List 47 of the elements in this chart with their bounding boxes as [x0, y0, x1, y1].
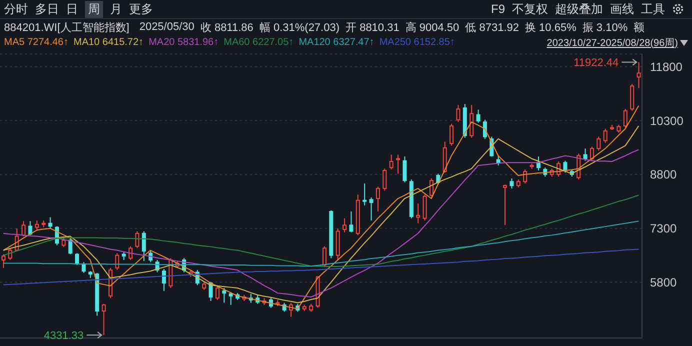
- candlestick: [349, 210, 354, 233]
- y-tick-label: 5800: [650, 276, 678, 290]
- text: 2025/05/30: [139, 21, 194, 33]
- text: 工具: [641, 0, 665, 18]
- text: 振 3.10%: [582, 20, 628, 34]
- text: 月: [110, 0, 122, 18]
- text: 多日: [35, 0, 59, 18]
- text: 2023/10/27-2025/08/28(96周): [546, 36, 678, 50]
- line-series: [2, 248, 640, 286]
- text: 6152.85↑: [414, 37, 455, 48]
- text: 高 9004.50: [405, 20, 460, 34]
- text: 不复权: [512, 0, 548, 18]
- text: 收 8811.86: [200, 20, 254, 34]
- annotation: 4331.33: [44, 330, 84, 342]
- text: 低 8731.92: [465, 20, 519, 34]
- text: MA60: [224, 37, 250, 48]
- line-series: [2, 194, 640, 267]
- text: MA10: [74, 37, 100, 48]
- text: 换 10.65%: [525, 20, 576, 34]
- text: 6415.72↑: [102, 37, 144, 48]
- text: 6327.47↑: [333, 37, 374, 48]
- chart-title: 884201.WI[人工智能指数]: [4, 20, 130, 34]
- y-tick-label: 10300: [650, 114, 684, 128]
- text: 7274.46↑: [27, 37, 68, 48]
- text: 日: [66, 0, 78, 18]
- y-tick-label: 7300: [650, 222, 678, 236]
- text: 额: [634, 20, 645, 34]
- y-tick-label: 11800: [650, 60, 683, 74]
- text: 分时: [4, 0, 28, 18]
- y-tick-label: 8800: [650, 168, 678, 182]
- text: MA120: [298, 37, 330, 48]
- text: 超级叠加: [555, 0, 603, 18]
- text: 开 8810.31: [346, 20, 400, 34]
- text: MA20: [148, 37, 175, 48]
- text: 周: [85, 0, 103, 18]
- candlestick: [416, 203, 420, 224]
- text: 画线: [610, 0, 634, 18]
- candlestick: [636, 62, 641, 89]
- line-series: [2, 149, 640, 298]
- text: 6227.05↑: [252, 37, 294, 48]
- text: MA250: [379, 37, 411, 48]
- text: 更多: [129, 0, 153, 18]
- text: 幅 0.31%(27.03): [259, 20, 340, 34]
- text: 5831.96↑: [177, 37, 219, 48]
- text: MA5: [4, 37, 25, 48]
- annotation: 11922.44: [574, 57, 619, 70]
- text: F9: [490, 2, 505, 16]
